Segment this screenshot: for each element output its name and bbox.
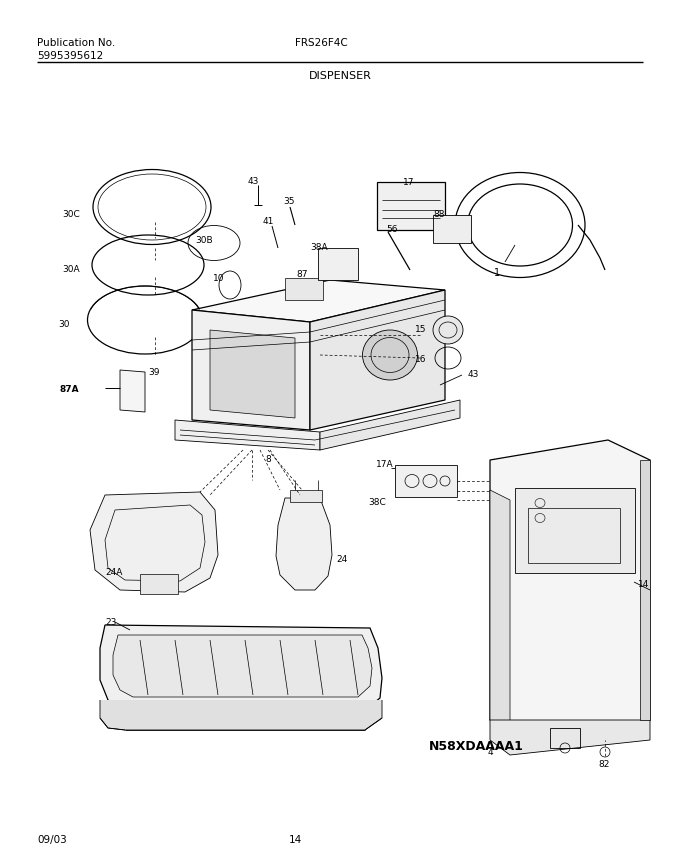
Text: 41: 41 — [263, 217, 274, 226]
Polygon shape — [210, 330, 295, 418]
Text: 09/03: 09/03 — [37, 835, 67, 845]
Text: 10: 10 — [213, 274, 224, 283]
Polygon shape — [192, 280, 445, 322]
Text: 1: 1 — [494, 268, 500, 278]
Polygon shape — [175, 420, 320, 450]
Polygon shape — [310, 290, 445, 430]
Text: 39: 39 — [148, 368, 160, 377]
Bar — [140, 574, 178, 594]
Bar — [515, 488, 635, 573]
Polygon shape — [276, 498, 332, 590]
Text: 5995395612: 5995395612 — [37, 51, 103, 61]
Polygon shape — [490, 440, 650, 740]
Polygon shape — [640, 460, 650, 720]
Polygon shape — [320, 400, 460, 450]
Bar — [290, 490, 322, 502]
Text: 17: 17 — [403, 178, 415, 187]
Text: DISPENSER: DISPENSER — [309, 71, 371, 81]
Text: 15: 15 — [415, 325, 426, 334]
Text: 17A: 17A — [376, 460, 394, 469]
Text: 38C: 38C — [368, 498, 386, 507]
Text: 56: 56 — [386, 225, 398, 234]
Text: 23: 23 — [105, 618, 116, 627]
Text: 35: 35 — [283, 197, 294, 206]
Polygon shape — [490, 720, 650, 755]
Text: 14: 14 — [638, 580, 649, 589]
Polygon shape — [90, 492, 218, 592]
Text: 30A: 30A — [62, 265, 80, 274]
Text: FRS26F4C: FRS26F4C — [295, 38, 347, 48]
Text: 38A: 38A — [310, 243, 328, 252]
Text: 87: 87 — [296, 270, 307, 279]
Bar — [550, 728, 580, 748]
Text: 24: 24 — [336, 555, 347, 564]
Bar — [395, 465, 457, 497]
Ellipse shape — [433, 316, 463, 344]
Text: 30C: 30C — [62, 210, 80, 219]
Bar — [318, 248, 358, 280]
Polygon shape — [100, 700, 382, 730]
Text: 16: 16 — [415, 355, 426, 364]
Text: 30: 30 — [58, 320, 69, 329]
Text: 14: 14 — [288, 835, 302, 845]
Text: 87A: 87A — [60, 385, 80, 394]
Text: 88: 88 — [433, 210, 445, 219]
Bar — [377, 182, 445, 230]
Polygon shape — [120, 370, 145, 412]
Text: 8: 8 — [265, 455, 271, 464]
Text: 30B: 30B — [195, 236, 213, 245]
Bar — [528, 508, 620, 563]
Polygon shape — [490, 490, 510, 730]
Text: 82: 82 — [598, 760, 609, 769]
Text: Publication No.: Publication No. — [37, 38, 115, 48]
Text: N58XDAAAA1: N58XDAAAA1 — [428, 740, 524, 753]
Polygon shape — [192, 310, 310, 430]
Ellipse shape — [362, 330, 418, 380]
Bar — [285, 278, 323, 300]
Polygon shape — [113, 635, 372, 697]
Polygon shape — [100, 625, 382, 710]
Bar — [433, 215, 471, 243]
Text: 24A: 24A — [105, 568, 122, 577]
Text: 43: 43 — [248, 177, 259, 186]
Text: 4: 4 — [488, 748, 494, 757]
Text: 43: 43 — [468, 370, 479, 379]
